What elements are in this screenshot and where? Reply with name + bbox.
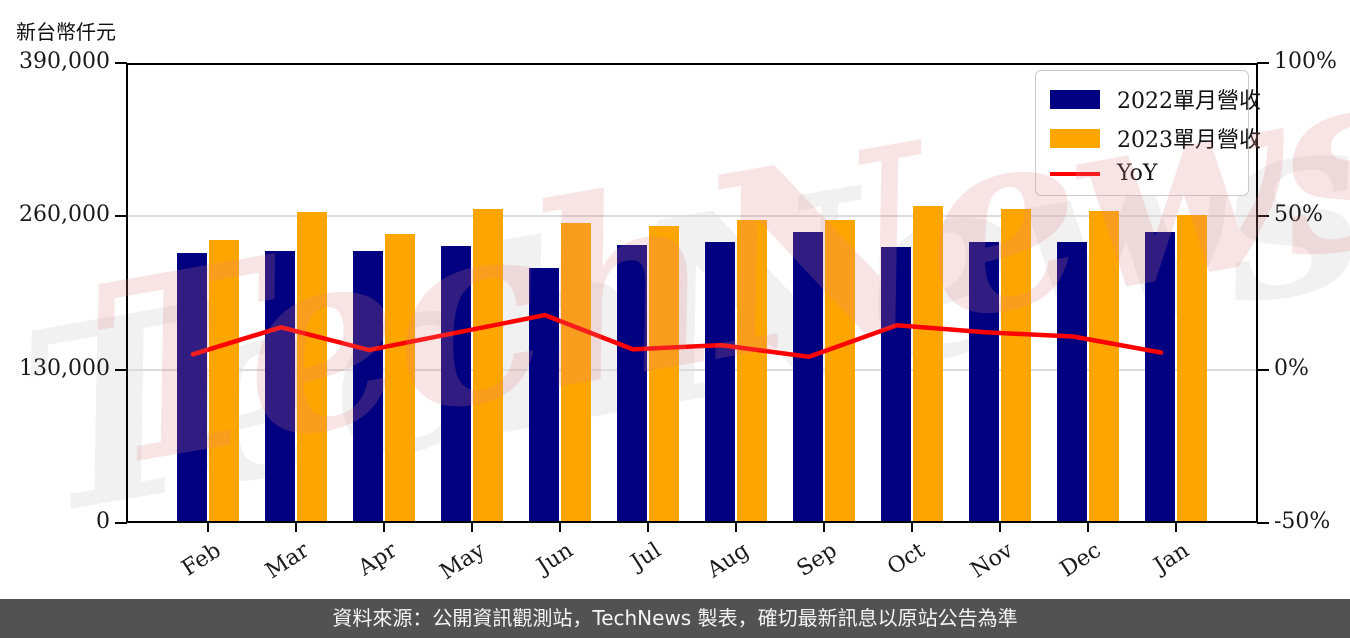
x-tick-Apr bbox=[383, 523, 385, 532]
bar-2023-Aug bbox=[737, 219, 767, 523]
bar-2023-Dec bbox=[1089, 211, 1119, 523]
legend-item-2023: 2023單月營收 bbox=[1044, 122, 1261, 154]
bar-2023-Oct bbox=[913, 206, 943, 523]
legend-label-2023: 2023單月營收 bbox=[1117, 128, 1261, 153]
bar-2023-Mar bbox=[297, 211, 327, 523]
left-tick-label-390,000: 390,000 bbox=[19, 49, 110, 74]
left-tick-390,000 bbox=[115, 62, 127, 64]
left-axis-unit-label: 新台幣仟元 bbox=[16, 20, 116, 44]
bar-2022-Feb bbox=[177, 252, 207, 523]
bar-2022-Dec bbox=[1057, 241, 1087, 523]
bar-2023-Sep bbox=[825, 219, 855, 523]
left-tick-label-0: 0 bbox=[96, 509, 110, 534]
bar-2022-Jun bbox=[529, 268, 559, 523]
legend-item-yoy: YoY bbox=[1044, 161, 1240, 186]
legend: 2022單月營收 2023單月營收 YoY bbox=[1035, 70, 1261, 196]
left-tick-0 bbox=[115, 522, 127, 524]
bar-2022-Oct bbox=[881, 247, 911, 523]
right-tick-label-50%: 50% bbox=[1274, 202, 1323, 228]
bar-2023-May bbox=[473, 209, 503, 523]
x-tick-Feb bbox=[207, 523, 209, 532]
legend-item-2022: 2022單月營收 bbox=[1044, 83, 1261, 115]
x-tick-May bbox=[471, 523, 473, 532]
bar-2023-Apr bbox=[385, 234, 415, 523]
bar-2023-Jul bbox=[649, 225, 679, 523]
right-tick-label-100%: 100% bbox=[1274, 49, 1337, 74]
yoy-line-layer bbox=[190, 312, 1164, 360]
x-tick-Jun bbox=[559, 523, 561, 532]
bar-2022-Nov bbox=[969, 242, 999, 523]
right-tick--50% bbox=[1257, 522, 1269, 524]
right-tick-label-0%: 0% bbox=[1274, 355, 1309, 381]
legend-swatch-2022 bbox=[1050, 89, 1100, 109]
x-tick-Sep bbox=[823, 523, 825, 532]
bar-2023-Feb bbox=[209, 239, 239, 523]
legend-swatch-2023 bbox=[1050, 128, 1100, 148]
legend-label-yoy: YoY bbox=[1117, 161, 1158, 186]
x-tick-Oct bbox=[911, 523, 913, 532]
x-tick-Nov bbox=[999, 523, 1001, 532]
left-tick-130,000 bbox=[115, 368, 127, 371]
gridline-130000 bbox=[126, 368, 1258, 371]
left-tick-label-260,000: 260,000 bbox=[19, 202, 110, 228]
bar-2022-Sep bbox=[793, 232, 823, 523]
gridline-260000 bbox=[126, 215, 1258, 218]
bar-2022-Jul bbox=[617, 245, 647, 523]
x-tick-Aug bbox=[735, 523, 737, 532]
bar-2022-May bbox=[441, 245, 471, 523]
yoy-line bbox=[190, 312, 1164, 360]
x-tick-Mar bbox=[295, 523, 297, 532]
right-tick-0% bbox=[1257, 368, 1269, 371]
legend-label-2022: 2022單月營收 bbox=[1117, 89, 1261, 114]
right-tick-50% bbox=[1257, 215, 1269, 218]
plot-area: 2022單月營收 2023單月營收 YoY bbox=[126, 63, 1261, 523]
legend-swatch-yoy-line bbox=[1050, 171, 1100, 176]
bar-2023-Jan bbox=[1177, 215, 1207, 523]
right-tick-label--50%: -50% bbox=[1274, 509, 1331, 534]
left-tick-260,000 bbox=[115, 215, 127, 218]
bar-2022-Apr bbox=[353, 250, 383, 523]
left-tick-label-130,000: 130,000 bbox=[19, 355, 110, 381]
right-tick-100% bbox=[1257, 62, 1269, 64]
x-tick-Dec bbox=[1087, 523, 1089, 532]
bar-2022-Mar bbox=[265, 251, 295, 523]
x-tick-Jan bbox=[1175, 523, 1177, 532]
footer-source-note: 資料來源：公開資訊觀測站，TechNews 製表，確切最新訊息以原站公告為準 bbox=[0, 599, 1350, 638]
bar-2023-Nov bbox=[1001, 209, 1031, 523]
x-tick-Jul bbox=[647, 523, 649, 532]
bar-2022-Jan bbox=[1145, 232, 1175, 523]
bar-2022-Aug bbox=[705, 242, 735, 523]
bar-2023-Jun bbox=[561, 222, 591, 523]
